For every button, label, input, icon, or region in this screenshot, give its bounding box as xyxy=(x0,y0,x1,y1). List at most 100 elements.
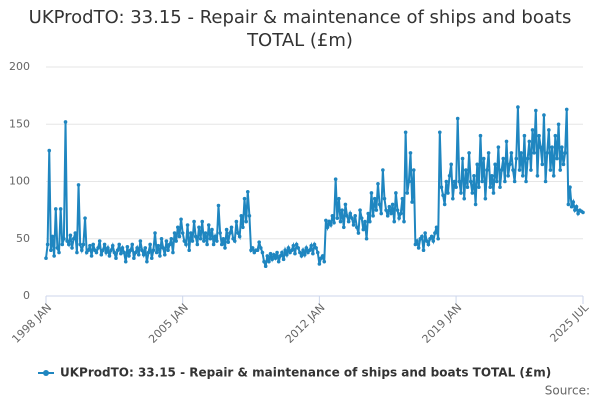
chart-title: UKProdTO: 33.15 - Repair & maintenance o… xyxy=(28,7,572,51)
point xyxy=(573,208,577,212)
point xyxy=(571,200,576,204)
point xyxy=(291,243,296,248)
point xyxy=(532,151,536,155)
point xyxy=(551,173,556,178)
point xyxy=(112,250,117,255)
point xyxy=(457,179,462,184)
point xyxy=(405,191,410,195)
point xyxy=(408,151,413,155)
point xyxy=(416,246,421,250)
point xyxy=(268,251,273,256)
point xyxy=(358,208,362,212)
point xyxy=(161,246,165,250)
point xyxy=(298,250,302,255)
point xyxy=(293,251,297,256)
point xyxy=(379,211,384,216)
point xyxy=(203,231,208,235)
point xyxy=(154,250,159,255)
point xyxy=(494,179,499,184)
point xyxy=(158,254,162,258)
point xyxy=(490,173,494,178)
point xyxy=(392,219,397,224)
point xyxy=(272,252,276,257)
point xyxy=(433,231,437,235)
point xyxy=(345,214,349,218)
point xyxy=(228,231,232,235)
point xyxy=(483,196,488,201)
point xyxy=(262,259,266,264)
point xyxy=(299,254,304,258)
point xyxy=(480,179,484,184)
point xyxy=(232,239,237,243)
point xyxy=(535,173,540,178)
point xyxy=(135,246,139,250)
point xyxy=(333,177,338,182)
point xyxy=(581,210,585,215)
point xyxy=(169,236,174,241)
point xyxy=(470,191,475,195)
point xyxy=(421,248,426,252)
point xyxy=(149,256,154,261)
point xyxy=(341,225,346,230)
point xyxy=(58,207,63,211)
point xyxy=(270,257,274,262)
point xyxy=(556,122,561,127)
point xyxy=(387,204,392,209)
point xyxy=(355,225,359,230)
point xyxy=(371,214,375,218)
point xyxy=(475,162,480,167)
point xyxy=(78,242,82,247)
point xyxy=(423,231,427,235)
point xyxy=(115,248,120,252)
point xyxy=(468,179,473,184)
point xyxy=(242,196,247,201)
point xyxy=(390,202,395,207)
point xyxy=(179,217,183,222)
point xyxy=(550,145,554,149)
point xyxy=(171,250,175,255)
point xyxy=(464,168,468,172)
point xyxy=(507,162,512,167)
point xyxy=(558,168,563,172)
point xyxy=(389,211,393,216)
point xyxy=(267,259,271,264)
point xyxy=(351,223,356,227)
point xyxy=(442,202,447,207)
point xyxy=(438,130,442,135)
point xyxy=(361,227,366,232)
point xyxy=(159,236,164,241)
point xyxy=(190,239,195,243)
y-tick-label: 50 xyxy=(16,232,30,245)
point xyxy=(407,179,411,184)
point xyxy=(75,250,79,255)
point xyxy=(132,256,136,261)
point xyxy=(278,254,283,258)
point xyxy=(83,216,87,220)
point xyxy=(60,242,65,247)
point xyxy=(460,156,465,161)
point xyxy=(364,236,369,241)
point xyxy=(506,173,510,178)
point xyxy=(55,246,60,250)
point xyxy=(402,219,406,224)
point xyxy=(356,231,361,235)
point xyxy=(315,250,320,255)
point xyxy=(107,254,112,258)
point xyxy=(68,233,73,238)
point xyxy=(257,240,261,244)
point xyxy=(307,248,312,252)
point xyxy=(514,156,519,161)
point xyxy=(472,173,476,178)
point xyxy=(520,173,525,178)
point xyxy=(384,208,388,212)
point xyxy=(309,243,314,248)
point xyxy=(244,219,248,224)
point xyxy=(527,139,532,144)
point xyxy=(265,254,270,258)
point xyxy=(353,214,357,218)
point xyxy=(325,225,330,230)
point xyxy=(193,234,198,239)
point xyxy=(192,219,196,224)
point xyxy=(177,234,182,239)
point xyxy=(219,242,224,247)
